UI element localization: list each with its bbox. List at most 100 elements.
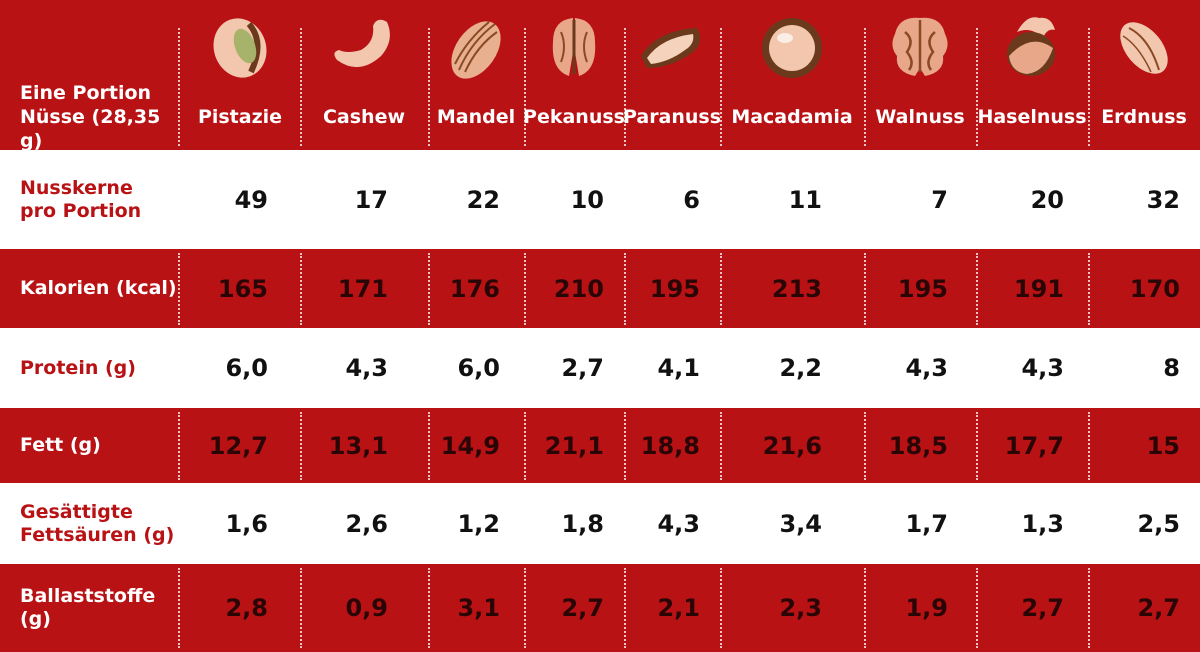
corner-label-line2: Nüsse (28,35 g) [20, 105, 161, 152]
nut-name: Paranuss [622, 106, 722, 128]
value-cell: 6,0 [457, 354, 500, 382]
row-ballaststoffe [0, 564, 1200, 652]
value-cell: 32 [1146, 185, 1180, 214]
value-cell: 14,9 [440, 431, 500, 460]
value-cell: 1,2 [457, 509, 500, 538]
row-separator [1088, 253, 1090, 325]
row-separator [720, 412, 722, 480]
row-label: Nusskerne pro Portion [20, 150, 180, 249]
nut-name: Mandel [436, 106, 516, 128]
value-cell: 2,7 [561, 354, 604, 382]
header-separator [1088, 28, 1090, 146]
value-cell: 195 [649, 274, 700, 303]
value-cell: 4,3 [1021, 354, 1064, 382]
value-cell: 15 [1146, 431, 1180, 460]
macadamia-icon [762, 18, 822, 78]
corner-label: Eine Portion Nüsse (28,35 g) [20, 82, 180, 153]
value-cell: 195 [897, 274, 948, 303]
row-gesaettigte-fettsaeuren [0, 483, 1200, 564]
value-cell: 213 [771, 274, 822, 303]
nut-header: Paranuss [622, 0, 722, 150]
row-label: Protein (g) [20, 328, 180, 408]
row-label-line1: Nusskerne [20, 176, 133, 199]
row-label: Fett (g) [20, 408, 180, 483]
row-separator [976, 253, 978, 325]
row-label-line1: Protein (g) [20, 356, 136, 379]
row-separator [300, 412, 302, 480]
nut-name: Erdnuss [1101, 106, 1187, 128]
row-separator [300, 253, 302, 325]
value-cell: 49 [234, 185, 268, 214]
value-cell: 6,0 [225, 354, 268, 382]
row-label: Ballaststoffe (g) [20, 564, 180, 652]
nut-name: Pekanuss [523, 106, 625, 128]
row-kalorien [0, 249, 1200, 328]
value-cell: 1,7 [905, 509, 948, 538]
nut-header: Pekanuss [523, 0, 625, 150]
value-cell: 2,3 [779, 594, 822, 622]
nut-name: Pistazie [197, 106, 283, 128]
value-cell: 2,2 [779, 354, 822, 382]
nut-header: Erdnuss [1088, 0, 1200, 150]
row-separator [864, 568, 866, 648]
row-separator [976, 568, 978, 648]
value-cell: 7 [931, 185, 948, 214]
value-cell: 4,3 [345, 354, 388, 382]
value-cell: 1,6 [225, 509, 268, 538]
row-label-line1: Gesättigte [20, 500, 133, 523]
value-cell: 10 [570, 185, 604, 214]
row-label-line2: Fettsäuren (g) [20, 523, 175, 546]
header-separator [524, 28, 526, 146]
row-separator [178, 253, 180, 325]
value-cell: 1,9 [905, 594, 948, 622]
nut-header: Mandel [428, 0, 524, 150]
row-separator [428, 412, 430, 480]
row-separator [178, 568, 180, 648]
nut-name: Cashew [322, 106, 406, 128]
value-cell: 22 [466, 185, 500, 214]
row-fett [0, 408, 1200, 483]
value-cell: 176 [449, 274, 500, 303]
row-separator [178, 412, 180, 480]
value-cell: 20 [1030, 185, 1064, 214]
nut-name: Haselnuss [977, 106, 1087, 128]
cashew-icon [334, 19, 390, 68]
row-label: Kalorien (kcal) [20, 249, 180, 328]
value-cell: 17,7 [1004, 431, 1064, 460]
value-cell: 21,1 [544, 431, 604, 460]
row-separator [624, 412, 626, 480]
header-separator [720, 28, 722, 146]
row-separator [428, 253, 430, 325]
value-cell: 13,1 [328, 431, 388, 460]
value-cell: 0,9 [345, 594, 388, 622]
value-cell: 191 [1013, 274, 1064, 303]
row-label: Gesättigte Fettsäuren (g) [20, 483, 180, 564]
value-cell: 1,8 [561, 509, 604, 538]
row-protein [0, 328, 1200, 408]
nut-header: Macadamia [720, 0, 864, 150]
nut-header: Walnuss [864, 0, 976, 150]
value-cell: 21,6 [762, 431, 822, 460]
nut-header: Cashew [300, 0, 428, 150]
nut-header: Haselnuss [976, 0, 1088, 150]
value-cell: 2,7 [561, 594, 604, 622]
corner-label-line1: Eine Portion [20, 82, 152, 104]
value-cell: 4,3 [905, 354, 948, 382]
brazil-nut-icon [641, 28, 701, 68]
row-label-line1: Fett (g) [20, 434, 101, 457]
header-separator [178, 28, 180, 146]
header-separator [300, 28, 302, 146]
value-cell: 18,5 [888, 431, 948, 460]
row-separator [524, 412, 526, 480]
value-cell: 3,4 [779, 509, 822, 538]
header-row [0, 0, 1200, 150]
row-separator [720, 253, 722, 325]
hazelnut-icon [1007, 17, 1055, 76]
value-cell: 6 [683, 185, 700, 214]
header-separator [864, 28, 866, 146]
value-cell: 2,1 [657, 594, 700, 622]
value-cell: 170 [1129, 274, 1180, 303]
value-cell: 11 [788, 185, 822, 214]
value-cell: 2,6 [345, 509, 388, 538]
